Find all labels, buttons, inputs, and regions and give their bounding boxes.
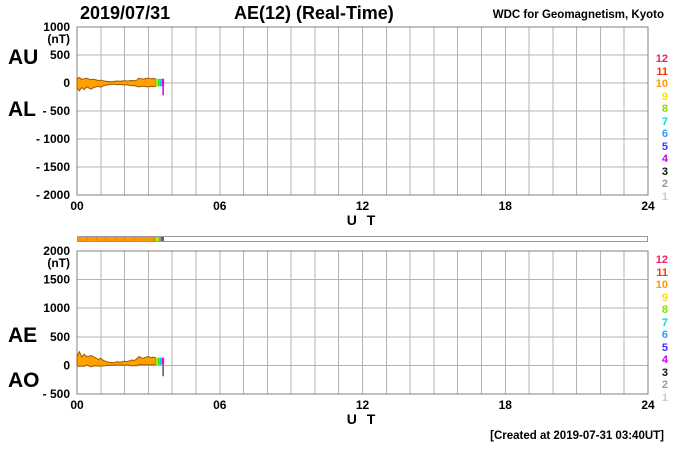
station-count-11: 11 [656,65,668,78]
data-band-AE-AO [76,350,156,368]
availability-segment [161,237,165,241]
y-tick-label: 0 [63,76,70,90]
station-count-5: 5 [661,341,668,354]
station-count-1: 1 [661,190,668,203]
data-availability-bar [77,236,648,242]
label-al: AL [8,98,36,121]
plot-border [76,250,649,395]
x-axis-label: U T [347,212,379,228]
x-tick-label: 00 [70,398,84,412]
x-tick-label: 18 [499,398,513,412]
station-count-3: 3 [661,366,668,379]
au-al-chart: 1000 500 0 - 500 - 1000 - 1500 - 2000 (nT) 00 06 1… [36,20,655,228]
station-count-2: 2 [661,379,668,391]
availability-segment [78,237,157,241]
recent-data-stripe [155,357,158,365]
y-tick-label: 500 [50,330,70,344]
station-count-5: 5 [661,140,668,153]
station-count-8: 8 [661,103,668,115]
availability-segment [159,237,162,241]
y-tick-label: 1000 [43,20,70,34]
station-count-12: 12 [655,254,668,266]
station-count-1: 1 [661,391,668,404]
station-count-6: 6 [661,329,668,341]
station-count-8: 8 [661,304,668,316]
station-count-12: 12 [655,53,668,65]
unit-label: (nT) [47,32,70,46]
recent-data-stripe [161,357,165,365]
ae-ao-chart: 2000 1500 1000 500 0 - 500 (nT) 00 06 12 18 24 U T [43,244,655,427]
availability-segment [156,237,160,241]
y-tick-label: - 500 [43,104,71,118]
station-count-7: 7 [661,115,668,128]
page-title: AE(12) (Real-Time) [234,3,394,23]
station-count-4: 4 [661,153,668,165]
y-tick-label: - 1000 [36,132,70,146]
x-tick-label: 18 [499,199,513,213]
recent-data-stripe [159,357,162,365]
x-tick-label: 06 [213,199,227,213]
x-tick-label: 24 [641,398,655,412]
station-count-legend-bottom: 12 11 10 9 8 7 6 5 4 3 2 1 [650,254,668,404]
station-count-11: 11 [656,266,668,279]
station-count-10: 10 [655,279,668,291]
y-tick-label: 1000 [43,301,70,315]
recent-data-stripe [157,357,160,365]
label-ae: AE [8,324,38,347]
station-count-9: 9 [661,90,668,103]
y-tick-label: 2000 [43,244,70,258]
source-credit: WDC for Geomagnetism, Kyoto [492,9,664,21]
recent-data-stripe [161,78,165,87]
station-count-legend-top: 12 11 10 9 8 7 6 5 4 3 2 1 [650,53,668,203]
x-tick-label: 12 [356,398,370,412]
y-tick-label: - 1500 [36,160,70,174]
station-count-9: 9 [661,291,668,304]
station-count-2: 2 [661,178,668,190]
unit-label: (nT) [47,256,70,270]
recent-data-stripe [155,78,158,87]
label-ao: AO [8,369,40,392]
recent-data-stripe [157,78,160,87]
station-count-3: 3 [661,165,668,178]
station-count-6: 6 [661,128,668,140]
x-tick-label: 24 [641,199,655,213]
x-tick-label: 12 [356,199,370,213]
x-tick-label: 06 [213,398,227,412]
y-tick-label: 0 [63,358,70,372]
station-count-10: 10 [655,78,668,90]
y-tick-label: - 2000 [36,188,70,202]
plot-date: 2019/07/31 [80,3,171,23]
created-timestamp: [Created at 2019-07-31 03:40UT] [490,430,664,442]
y-tick-label: 1500 [43,273,70,287]
recent-data-stripe [159,78,162,87]
x-axis-label: U T [347,411,379,427]
station-count-4: 4 [661,354,668,366]
plot-border [76,26,649,196]
label-au: AU [8,46,39,69]
station-count-7: 7 [661,316,668,329]
data-band-AU-AL [76,76,156,92]
x-tick-label: 00 [70,199,84,213]
y-tick-label: - 500 [43,387,71,401]
y-tick-label: 500 [50,48,70,62]
